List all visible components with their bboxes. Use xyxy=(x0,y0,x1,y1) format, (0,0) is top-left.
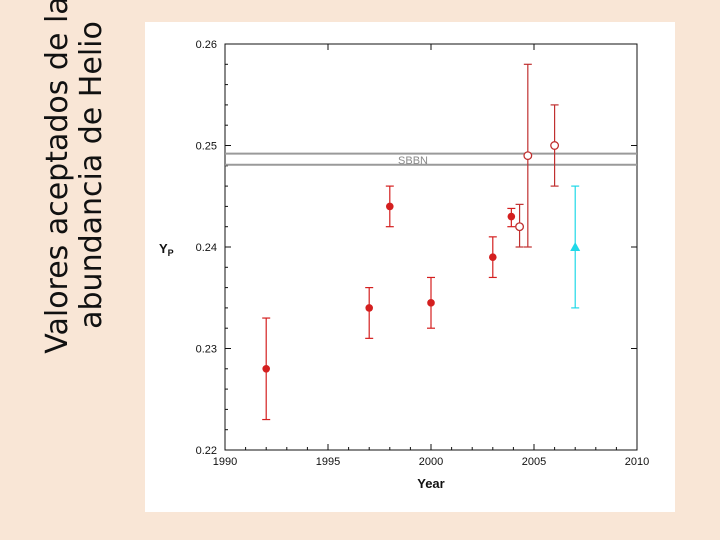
y-axis-label: YP xyxy=(159,241,174,258)
data-point xyxy=(427,299,435,307)
scatter-chart: 1990 1995 2000 2005 2010 0.22 0.23 0.24 0.25 0.26… xyxy=(159,39,649,491)
data-point xyxy=(386,202,394,211)
plot-frame xyxy=(224,43,638,451)
band-label: SBBN xyxy=(398,155,428,167)
y-tick-label: 0.23 xyxy=(196,344,217,356)
data-point xyxy=(489,253,497,261)
y-tick-label: 0.24 xyxy=(196,242,217,254)
data-point-open xyxy=(515,222,525,232)
y-tick-label: 0.25 xyxy=(196,141,217,153)
data-point xyxy=(507,212,516,221)
y-tick-label: 0.22 xyxy=(196,445,217,457)
chart-panel: 1990 1995 2000 2005 2010 0.22 0.23 0.24 0.25 0.26… xyxy=(145,22,675,512)
data-point xyxy=(262,365,270,373)
y-axis-label-subscript: P xyxy=(168,248,174,258)
data-point-open xyxy=(550,141,560,150)
x-tick-label: 2000 xyxy=(419,456,443,468)
y-tick-label: 0.26 xyxy=(196,39,217,51)
x-tick-label: 1995 xyxy=(316,456,340,468)
x-axis-label: Year xyxy=(417,476,444,491)
data-point xyxy=(365,304,373,312)
x-tick-label: 1990 xyxy=(213,456,237,468)
slide-title: Valores aceptados de la abundancia de He… xyxy=(20,0,130,445)
x-tick-label: 2005 xyxy=(522,456,546,468)
data-point-triangle xyxy=(570,242,581,251)
x-tick-label: 2010 xyxy=(625,456,649,468)
slide-title-line-1: Valores aceptados de la xyxy=(40,0,76,354)
slide-title-line-2: abundancia de Helio xyxy=(74,21,109,329)
data-point-open xyxy=(523,151,533,161)
